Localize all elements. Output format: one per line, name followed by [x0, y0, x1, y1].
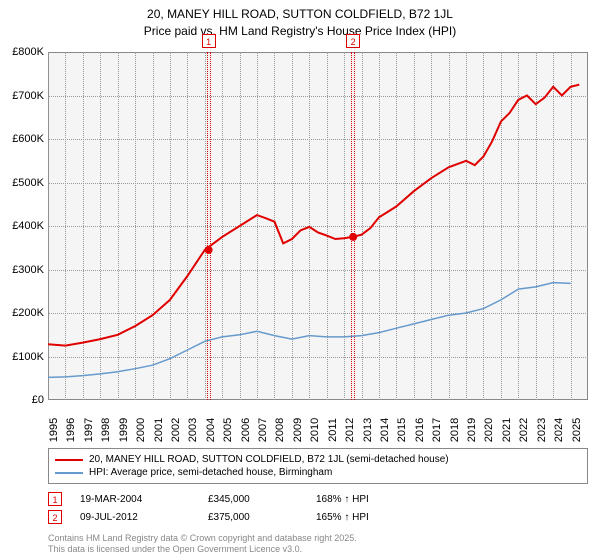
- x-tick-label: 1996: [65, 418, 77, 442]
- sales-num: 1: [48, 492, 62, 506]
- y-tick-label: £400K: [12, 220, 44, 232]
- x-tick-label: 2014: [379, 418, 391, 442]
- legend-label: HPI: Average price, semi-detached house,…: [89, 467, 332, 478]
- x-tick-label: 1999: [118, 418, 130, 442]
- title-line-2: Price paid vs. HM Land Registry's House …: [0, 23, 600, 40]
- sales-date: 19-MAR-2004: [80, 494, 190, 505]
- sale-dot: [349, 233, 357, 241]
- footer-line-1: Contains HM Land Registry data © Crown c…: [48, 533, 357, 545]
- x-tick-label: 2017: [431, 418, 443, 442]
- x-tick-label: 2009: [292, 418, 304, 442]
- legend-row: 20, MANEY HILL ROAD, SUTTON COLDFIELD, B…: [55, 453, 581, 466]
- x-tick-label: 2025: [571, 418, 583, 442]
- x-tick-label: 2004: [205, 418, 217, 442]
- sales-table: 1 19-MAR-2004 £345,000 168% ↑ HPI 2 09-JUL-20…: [48, 490, 588, 526]
- x-tick-label: 2021: [501, 418, 513, 442]
- line-layer: [48, 52, 588, 400]
- x-axis: 1995 1996 1997 1998 1999 2000 2001 2002 2003 2004…: [48, 400, 588, 446]
- y-axis: £0£100K£200K£300K£400K£500K£600K£700K£80…: [2, 52, 46, 400]
- x-tick-label: 2024: [553, 418, 565, 442]
- y-tick-label: £0: [32, 394, 44, 406]
- legend-swatch: [55, 472, 83, 474]
- x-tick-label: 2023: [536, 418, 548, 442]
- footer-line-2: This data is licensed under the Open Gov…: [48, 544, 357, 556]
- sales-row: 2 09-JUL-2012 £375,000 165% ↑ HPI: [48, 508, 588, 526]
- sales-date: 09-JUL-2012: [80, 512, 190, 523]
- legend: 20, MANEY HILL ROAD, SUTTON COLDFIELD, B…: [48, 448, 588, 484]
- legend-box: 20, MANEY HILL ROAD, SUTTON COLDFIELD, B…: [48, 448, 588, 484]
- sales-row: 1 19-MAR-2004 £345,000 168% ↑ HPI: [48, 490, 588, 508]
- sales-price: £345,000: [208, 494, 298, 505]
- x-tick-label: 1995: [48, 418, 60, 442]
- y-tick-label: £600K: [12, 133, 44, 145]
- x-tick-label: 2012: [344, 418, 356, 442]
- x-tick-label: 2022: [518, 418, 530, 442]
- chart-title: 20, MANEY HILL ROAD, SUTTON COLDFIELD, B…: [0, 0, 600, 40]
- y-tick-label: £500K: [12, 177, 44, 189]
- sales-pct: 168% ↑ HPI: [316, 494, 416, 505]
- chart-area: £0£100K£200K£300K£400K£500K£600K£700K£80…: [48, 52, 588, 400]
- x-tick-label: 2018: [449, 418, 461, 442]
- x-tick-label: 1998: [100, 418, 112, 442]
- x-tick-label: 2015: [396, 418, 408, 442]
- x-tick-label: 1997: [83, 418, 95, 442]
- y-tick-label: £100K: [12, 351, 44, 363]
- series-line: [48, 85, 579, 346]
- x-tick-label: 2000: [135, 418, 147, 442]
- sale-dot: [205, 246, 213, 254]
- x-tick-label: 2006: [240, 418, 252, 442]
- sales-price: £375,000: [208, 512, 298, 523]
- footer: Contains HM Land Registry data © Crown c…: [48, 533, 357, 556]
- title-line-1: 20, MANEY HILL ROAD, SUTTON COLDFIELD, B…: [0, 6, 600, 23]
- x-tick-label: 2007: [257, 418, 269, 442]
- y-tick-label: £300K: [12, 264, 44, 276]
- legend-swatch: [55, 459, 83, 461]
- x-tick-label: 2011: [327, 418, 339, 442]
- sales-pct: 165% ↑ HPI: [316, 512, 416, 523]
- chart-container: 20, MANEY HILL ROAD, SUTTON COLDFIELD, B…: [0, 0, 600, 560]
- x-tick-label: 2016: [414, 418, 426, 442]
- x-tick-label: 2008: [274, 418, 286, 442]
- x-tick-label: 2003: [187, 418, 199, 442]
- x-tick-label: 2002: [170, 418, 182, 442]
- y-tick-label: £700K: [12, 90, 44, 102]
- legend-row: HPI: Average price, semi-detached house,…: [55, 466, 581, 479]
- x-tick-label: 2020: [483, 418, 495, 442]
- x-tick-label: 2005: [222, 418, 234, 442]
- sales-num: 2: [48, 510, 62, 524]
- x-tick-label: 2019: [466, 418, 478, 442]
- y-tick-label: £200K: [12, 307, 44, 319]
- x-tick-label: 2001: [153, 418, 165, 442]
- sale-marker-label: 1: [202, 34, 216, 48]
- sale-marker-label: 2: [346, 34, 360, 48]
- y-tick-label: £800K: [12, 46, 44, 58]
- legend-label: 20, MANEY HILL ROAD, SUTTON COLDFIELD, B…: [89, 454, 449, 465]
- x-tick-label: 2010: [309, 418, 321, 442]
- x-tick-label: 2013: [362, 418, 374, 442]
